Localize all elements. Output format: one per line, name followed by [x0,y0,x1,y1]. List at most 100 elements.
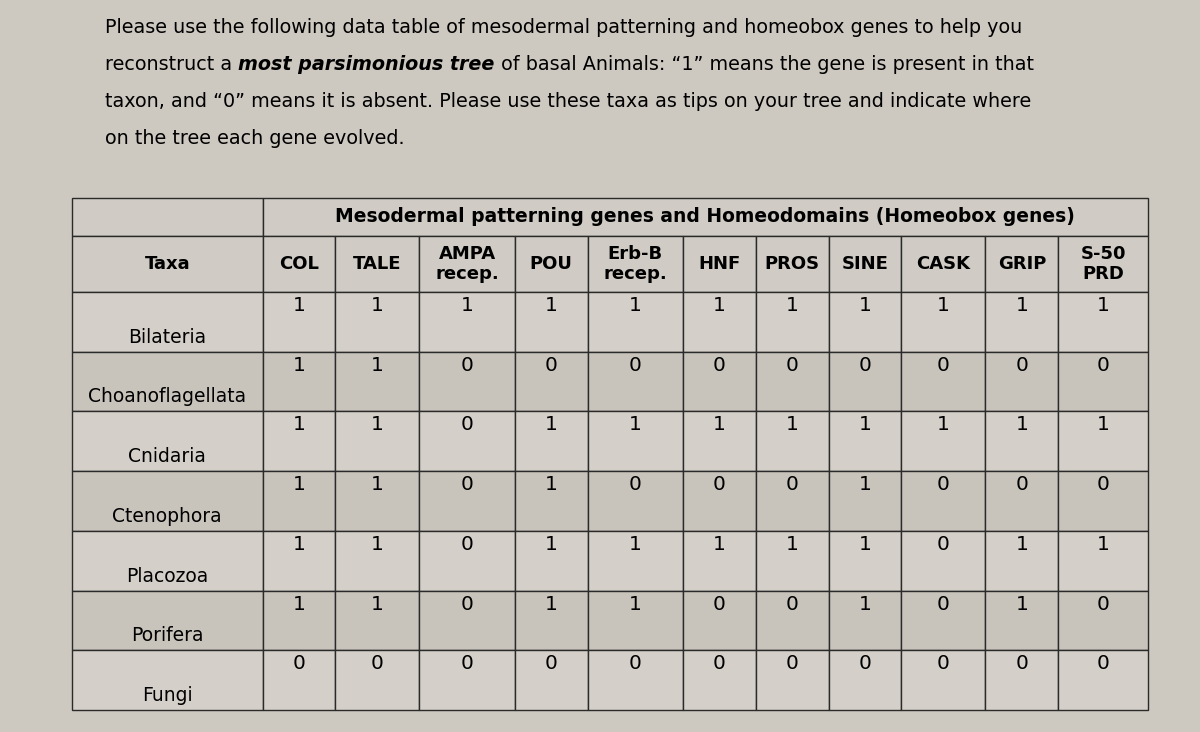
Bar [1058,591,1148,650]
Bar [985,591,1058,650]
Text: 1: 1 [293,594,306,613]
Text: 0: 0 [937,594,950,613]
Bar [901,471,985,531]
Text: 1: 1 [545,296,558,315]
Text: 0: 0 [461,475,474,494]
Text: 0: 0 [1015,654,1028,673]
Text: CASK: CASK [917,255,971,273]
Bar [828,292,901,351]
Bar [683,471,756,531]
Text: 0: 0 [461,594,474,613]
Bar [72,531,263,591]
Text: 1: 1 [937,416,950,434]
Text: 1: 1 [1097,416,1110,434]
Bar [263,351,335,411]
Bar [420,411,515,471]
Text: Fungi: Fungi [142,686,192,705]
Text: Taxa: Taxa [144,255,190,273]
Text: 0: 0 [1097,654,1110,673]
Text: 1: 1 [629,416,642,434]
Text: 0: 0 [545,654,558,673]
Bar [588,292,683,351]
Bar [828,471,901,531]
Bar [985,351,1058,411]
Bar [263,292,335,351]
Bar [828,411,901,471]
Bar [263,650,335,710]
Text: 1: 1 [371,296,384,315]
Bar [985,650,1058,710]
Bar [588,351,683,411]
Text: 0: 0 [1097,594,1110,613]
Text: SINE: SINE [841,255,888,273]
Text: 0: 0 [629,475,642,494]
Bar [985,292,1058,351]
Text: 1: 1 [371,475,384,494]
Bar [1058,650,1148,710]
Bar [901,531,985,591]
Bar [420,351,515,411]
Text: 1: 1 [545,475,558,494]
Bar [756,591,828,650]
Text: 1: 1 [786,416,798,434]
Bar [72,236,263,292]
Bar [901,591,985,650]
Text: 0: 0 [713,356,726,375]
Text: 1: 1 [371,535,384,554]
Text: S-50
PRD: S-50 PRD [1080,244,1126,283]
Text: 1: 1 [371,416,384,434]
Bar [72,591,263,650]
Bar [828,351,901,411]
Bar [683,236,756,292]
Bar [335,236,420,292]
Text: 1: 1 [1097,535,1110,554]
Text: 1: 1 [629,535,642,554]
Bar [985,411,1058,471]
Bar [901,292,985,351]
Bar [756,351,828,411]
Text: 0: 0 [629,356,642,375]
Bar [515,351,588,411]
Bar [588,591,683,650]
Bar [1058,292,1148,351]
Bar [515,236,588,292]
Text: 0: 0 [713,594,726,613]
Bar [756,411,828,471]
Bar [756,471,828,531]
Text: 1: 1 [293,535,306,554]
Bar [515,591,588,650]
Bar [756,236,828,292]
Text: 0: 0 [858,654,871,673]
Bar [420,471,515,531]
Bar [985,531,1058,591]
Text: 1: 1 [713,416,726,434]
Text: 0: 0 [293,654,306,673]
Text: HNF: HNF [698,255,740,273]
Bar [683,591,756,650]
Text: 1: 1 [937,296,950,315]
Bar [420,292,515,351]
Bar [588,236,683,292]
Bar [588,411,683,471]
Text: Please use the following data table of mesodermal patterning and homeobox genes : Please use the following data table of m… [106,18,1022,37]
Bar [1058,531,1148,591]
Text: reconstruct a: reconstruct a [106,55,239,74]
Bar [588,650,683,710]
Text: 0: 0 [713,475,726,494]
Text: 1: 1 [293,296,306,315]
Bar [1058,351,1148,411]
Text: 0: 0 [545,356,558,375]
Text: 1: 1 [545,416,558,434]
Text: 0: 0 [713,654,726,673]
Bar [1058,471,1148,531]
Text: 1: 1 [1015,594,1028,613]
Bar [901,411,985,471]
Text: 1: 1 [629,296,642,315]
Text: 1: 1 [371,356,384,375]
Bar [828,531,901,591]
Bar [335,650,420,710]
Text: 1: 1 [858,475,871,494]
Text: 0: 0 [461,654,474,673]
Bar [72,650,263,710]
Text: Porifera: Porifera [131,627,204,646]
